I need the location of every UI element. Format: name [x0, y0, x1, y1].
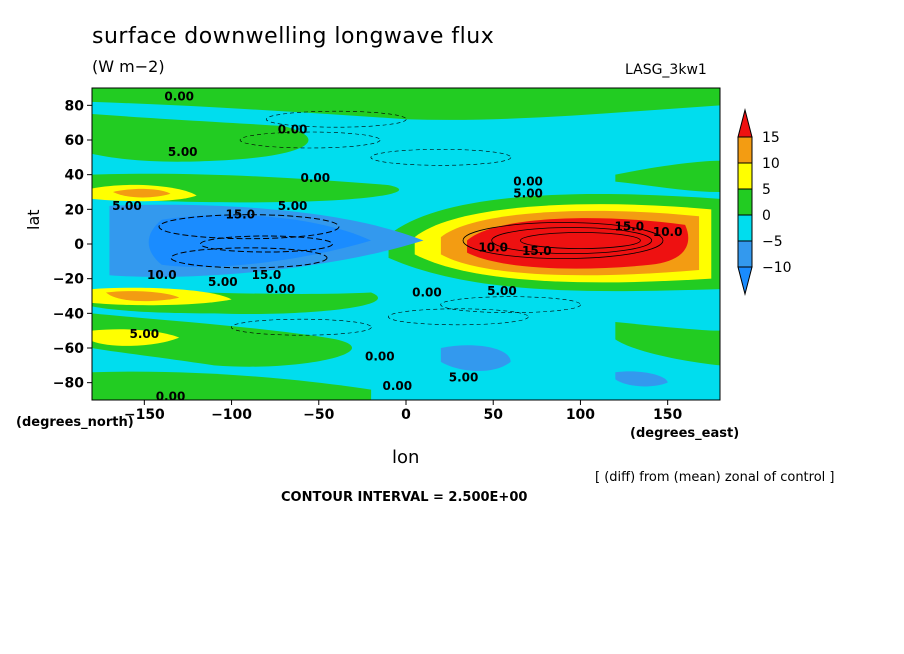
colorbar-segment [737, 188, 753, 216]
contour-label: 15.0 [614, 220, 644, 234]
y-tick-label: −80 [53, 376, 84, 392]
colorbar-segment [737, 162, 753, 190]
y-tick-label: −40 [53, 306, 84, 322]
contour-label: 0.00 [156, 390, 186, 404]
contour-label: 0.00 [412, 286, 442, 300]
x-tick-label: 0 [401, 407, 411, 423]
field-green-ne [615, 160, 720, 192]
contour-label: 0.00 [382, 379, 412, 393]
y-axis-units: (degrees_north) [16, 415, 134, 430]
contour-neg-2 [370, 149, 512, 166]
x-tick-label: 100 [566, 407, 595, 423]
contour-interval: CONTOUR INTERVAL = 2.500E+00 [281, 490, 528, 505]
field-patch-n-orange [112, 188, 171, 198]
y-axis: 80 60 40 20 0 −20 −40 −60 −80 [53, 98, 92, 392]
contour-label: 15.0 [252, 268, 282, 282]
colorbar-segment [737, 214, 753, 242]
colorbar-segment [737, 136, 753, 164]
colorbar-label: −5 [762, 234, 783, 250]
field-blob-south [440, 345, 511, 372]
contour-neg-1 [265, 110, 407, 128]
plot-area [92, 88, 720, 400]
contour-label: 5.00 [168, 145, 198, 159]
chart-units: (W m−2) [92, 57, 165, 76]
contour-cold-0 [158, 214, 340, 240]
y-tick-label: −20 [53, 272, 84, 288]
y-tick-label: 0 [74, 237, 84, 253]
contour-label: 5.00 [130, 327, 160, 341]
contour-label: 0.00 [513, 175, 543, 189]
field-patch-sw-yellow [92, 329, 180, 346]
field-green-se [615, 322, 720, 366]
contour-label: 0.00 [300, 171, 330, 185]
y-tick-label: 40 [65, 168, 85, 184]
field-green-sw [92, 313, 353, 367]
contour-label: 5.00 [487, 284, 517, 298]
contour-label: 5.00 [278, 199, 308, 213]
colorbar-bottom-arrow [737, 266, 753, 296]
y-tick-label: 60 [65, 133, 85, 149]
x-axis-label: lon [392, 447, 420, 468]
contour-label: 5.00 [112, 199, 142, 213]
footnote: [ (diff) from (mean) zonal of control ] [595, 470, 835, 485]
contour-neg-4 [231, 318, 372, 336]
contour-warm-2 [520, 232, 641, 249]
contour-label: 5.00 [208, 275, 238, 289]
colorbar: 15 10 5 0 −5 −10 [737, 108, 792, 296]
contour-cold-2 [199, 235, 333, 253]
contour-warm-1 [491, 227, 653, 254]
contour-labels: 0.000.005.000.005.00 5.0015.00.005.0015.0… [112, 90, 682, 404]
field-green-north-cap [92, 88, 720, 120]
field-cold-core [148, 215, 372, 267]
contour-label: 5.00 [449, 370, 479, 384]
field-green-s-cap [92, 371, 372, 400]
colorbar-label: 0 [762, 208, 771, 224]
contour-label: 0.00 [365, 350, 395, 364]
colorbar-label: 15 [762, 130, 780, 146]
colorbar-top-arrow [737, 108, 753, 138]
contour-cold-1 [170, 247, 328, 269]
y-tick-label: 80 [65, 98, 85, 114]
contour-label: 5.00 [513, 187, 543, 201]
chart-title: surface downwelling longwave flux [92, 24, 495, 49]
contour-label: 10.0 [147, 268, 177, 282]
contour-neg-0 [239, 131, 381, 149]
contour-label: 15.0 [522, 244, 552, 258]
x-tick-label: −150 [124, 407, 165, 423]
model-label: LASG_3kw1 [625, 62, 707, 78]
contour-label: 0.00 [266, 282, 296, 296]
colorbar-label: 5 [762, 182, 771, 198]
colorbar-segment [737, 240, 753, 268]
x-tick-label: −50 [303, 407, 334, 423]
x-tick-label: 150 [653, 407, 682, 423]
contour-label: 10.0 [478, 240, 508, 254]
contour-neg-5 [440, 296, 581, 313]
contour-label: 15.0 [225, 208, 255, 222]
x-axis-units: (degrees_east) [630, 426, 740, 441]
contour-neg-3 [388, 308, 529, 326]
field-patch-s-orange [105, 291, 180, 302]
contour-label: 10.0 [653, 225, 683, 239]
contour-label: 0.00 [164, 90, 194, 104]
y-tick-label: −60 [53, 341, 84, 357]
field-blob-south-east [615, 371, 668, 387]
contour-warm-0 [462, 222, 664, 259]
y-tick-label: 20 [65, 202, 85, 218]
colorbar-label: −10 [762, 260, 792, 276]
colorbar-label: 10 [762, 156, 780, 172]
contour-label: 0.00 [278, 123, 308, 137]
field-green-nw [92, 114, 309, 162]
field-warm-red [467, 218, 689, 269]
x-tick-label: 50 [483, 407, 503, 423]
x-axis: −150 −100 −50 0 50 100 150 [124, 400, 683, 423]
x-tick-label: −100 [211, 407, 252, 423]
